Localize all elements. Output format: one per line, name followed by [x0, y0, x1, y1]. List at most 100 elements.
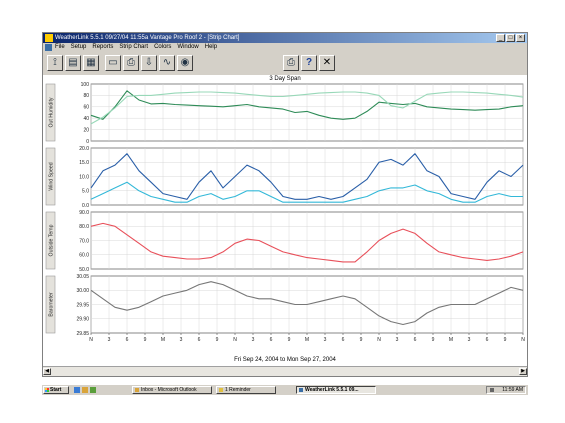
- task-weatherlink[interactable]: WeatherLink 5.5.1 09...: [296, 386, 376, 394]
- start-button[interactable]: Start: [43, 386, 69, 394]
- document-icon[interactable]: [45, 44, 52, 51]
- close-icon[interactable]: ✕: [319, 55, 335, 71]
- application-window: WeatherLink 5.5.1 09/27/04 11:55a Vantag…: [42, 32, 528, 377]
- minimize-button[interactable]: _: [496, 34, 505, 42]
- download-icon[interactable]: ⇩: [141, 55, 157, 71]
- y-tick-label: 30.05: [76, 274, 89, 280]
- bell-icon: [219, 388, 223, 392]
- menu-window[interactable]: Window: [177, 44, 199, 50]
- y-tick-label: 10.0: [79, 174, 89, 180]
- x-tick-label: 6: [486, 337, 489, 343]
- span-title: 3 Day Span: [269, 76, 301, 82]
- strip-charts: Out Humidity 100 80 60 40 20 0 Wind Speed 20.0 15…: [45, 82, 525, 343]
- desktop-icon[interactable]: [90, 387, 96, 393]
- print-icon[interactable]: ⎙: [123, 55, 139, 71]
- taskbar: Start Inbox - Microsoft Outlook 1 Remind…: [42, 384, 528, 395]
- menu-setup[interactable]: Setup: [70, 44, 87, 50]
- x-tick-label: 6: [270, 337, 273, 343]
- y-tick-label: 20.0: [79, 146, 89, 152]
- window-title: WeatherLink 5.5.1 09/27/04 11:55a Vantag…: [55, 35, 240, 41]
- menu-colors[interactable]: Colors: [154, 44, 172, 50]
- start-label: Start: [50, 387, 62, 393]
- x-tick-label: N: [89, 337, 93, 343]
- x-tick-label: 3: [396, 337, 399, 343]
- y-tick-label: 60.0: [79, 253, 89, 259]
- x-tick-label: 6: [414, 337, 417, 343]
- x-tick-label: M: [449, 337, 453, 343]
- task-outlook[interactable]: Inbox - Microsoft Outlook: [132, 386, 212, 394]
- windows-logo-icon: [45, 388, 49, 392]
- menu-file[interactable]: File: [55, 44, 65, 50]
- app-icon[interactable]: [45, 34, 53, 42]
- y-tick-label: 0: [86, 139, 89, 145]
- y-axis-label: Outside Temp: [49, 224, 55, 256]
- menu-strip-chart[interactable]: Strip Chart: [119, 44, 149, 50]
- y-tick-label: 5.0: [82, 189, 89, 195]
- graph-icon[interactable]: ∿: [159, 55, 175, 71]
- toolbar: ⟟ ▤ ▦ ▭ ⎙ ⇩ ∿ ◉ ⎙ ? ✕: [43, 53, 527, 75]
- system-tray: 11:59 AM: [486, 386, 526, 394]
- task-label: Inbox - Microsoft Outlook: [141, 387, 197, 393]
- x-tick-label: 3: [180, 337, 183, 343]
- ylabel-box: [45, 211, 56, 270]
- x-tick-label: 3: [468, 337, 471, 343]
- y-tick-label: 29.90: [76, 317, 89, 323]
- date-range: Fri Sep 24, 2004 to Mon Sep 27, 2004: [234, 357, 336, 363]
- y-axis-label: Wind Speed: [49, 162, 55, 190]
- menu-bar: File Setup Reports Strip Chart Colors Wi…: [43, 43, 527, 52]
- x-tick-label: 6: [198, 337, 201, 343]
- chart-panel: Wind Speed 20.0 15.0 10.0 5.0 0.0: [45, 146, 524, 209]
- y-axis-label: Out Humidity: [49, 97, 55, 127]
- title-bar[interactable]: WeatherLink 5.5.1 09/27/04 11:55a Vantag…: [43, 33, 527, 43]
- series-line: [90, 90, 524, 120]
- y-tick-label: 100: [81, 82, 90, 88]
- y-tick-label: 29.85: [76, 331, 89, 337]
- x-tick-label: 3: [252, 337, 255, 343]
- menu-reports[interactable]: Reports: [92, 44, 114, 50]
- menu-help[interactable]: Help: [204, 44, 218, 50]
- bulletin-icon[interactable]: ▤: [65, 55, 81, 71]
- noaa-logo-icon[interactable]: ◉: [177, 55, 193, 71]
- weatherlink-icon: [299, 388, 303, 392]
- outlook-icon[interactable]: [82, 387, 88, 393]
- chart-panel: Barometer 30.05 30.00 29.95 29.90 29.85: [45, 274, 524, 337]
- x-tick-label: N: [377, 337, 381, 343]
- x-tick-label: 3: [108, 337, 111, 343]
- x-tick-label: 9: [144, 337, 147, 343]
- y-tick-label: 80.0: [79, 224, 89, 230]
- chart-panel: Outside Temp 90.0 80.0 70.0 60.0 50.0: [45, 210, 524, 273]
- series-line: [90, 153, 524, 200]
- y-tick-label: 20: [83, 127, 89, 133]
- strip-chart-area: 3 Day Span Out Humidity 100 80 60 40 20 0 Wind …: [43, 75, 527, 366]
- x-tick-label: M: [305, 337, 309, 343]
- x-tick-label: 6: [126, 337, 129, 343]
- task-reminder[interactable]: 1 Reminder: [216, 386, 276, 394]
- series-line: [90, 91, 524, 125]
- antenna-icon[interactable]: ⟟: [47, 55, 63, 71]
- stations-icon[interactable]: ▦: [83, 55, 99, 71]
- close-button[interactable]: ×: [516, 34, 525, 42]
- y-tick-label: 29.95: [76, 302, 89, 308]
- task-label: 1 Reminder: [225, 387, 251, 393]
- y-tick-label: 30.00: [76, 288, 89, 294]
- print-icon[interactable]: ⎙: [283, 55, 299, 71]
- maximize-button[interactable]: □: [506, 34, 515, 42]
- y-tick-label: 60: [83, 105, 89, 111]
- x-tick-label: 9: [432, 337, 435, 343]
- browse-icon[interactable]: ▭: [105, 55, 121, 71]
- x-tick-label: 6: [342, 337, 345, 343]
- x-tick-label: M: [161, 337, 165, 343]
- y-tick-label: 80: [83, 93, 89, 99]
- x-tick-label: 3: [324, 337, 327, 343]
- x-tick-label: 9: [504, 337, 507, 343]
- help-icon[interactable]: ?: [301, 55, 317, 71]
- scroll-left-button[interactable]: ◀: [43, 368, 51, 375]
- ie-icon[interactable]: [74, 387, 80, 393]
- scroll-right-button[interactable]: ▶: [519, 368, 527, 375]
- horizontal-scrollbar[interactable]: ◀ ▶: [43, 366, 527, 376]
- y-tick-label: 15.0: [79, 160, 89, 166]
- x-tick-label: 9: [288, 337, 291, 343]
- speaker-icon[interactable]: [490, 388, 494, 392]
- series-line: [90, 281, 524, 326]
- x-tick-label: N: [521, 337, 525, 343]
